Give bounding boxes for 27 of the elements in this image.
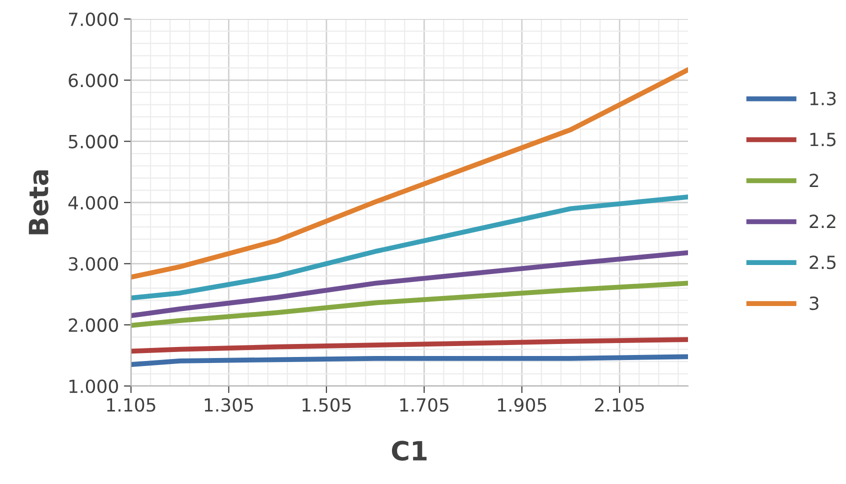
x-axis-title: C1 (392, 440, 427, 461)
line-series (131, 250, 688, 318)
y-tick-label: 7.000 (68, 12, 118, 26)
x-tick-label: 1.305 (204, 398, 253, 412)
x-tick-label: 1.705 (400, 398, 448, 412)
line-series (131, 67, 688, 280)
x-tick-label: 2.105 (595, 398, 644, 412)
y-tick-label: 5.000 (68, 134, 118, 148)
line-series (131, 280, 688, 328)
legend-label: 1.5 (810, 132, 836, 146)
line-series (131, 337, 688, 354)
legend-label: 2 (810, 174, 818, 188)
x-tick-label: 1.905 (498, 398, 546, 412)
line-series (131, 194, 688, 300)
x-tick-label: 1.505 (302, 398, 351, 412)
y-tick-label: 6.000 (68, 74, 118, 88)
y-tick-label: 4.000 (68, 196, 118, 210)
x-tick-label: 1.105 (107, 398, 156, 412)
legend-label: 1.3 (810, 92, 836, 106)
legend-label: 3 (810, 296, 818, 310)
y-tick-label: 1.000 (69, 379, 118, 394)
line-series (131, 354, 688, 368)
y-tick-label: 3.000 (68, 257, 118, 271)
y-tick-label: 2.000 (68, 318, 118, 332)
y-axis-title: Beta (28, 170, 49, 234)
legend-label: 2.5 (810, 256, 836, 270)
legend-label: 2.2 (810, 214, 836, 228)
